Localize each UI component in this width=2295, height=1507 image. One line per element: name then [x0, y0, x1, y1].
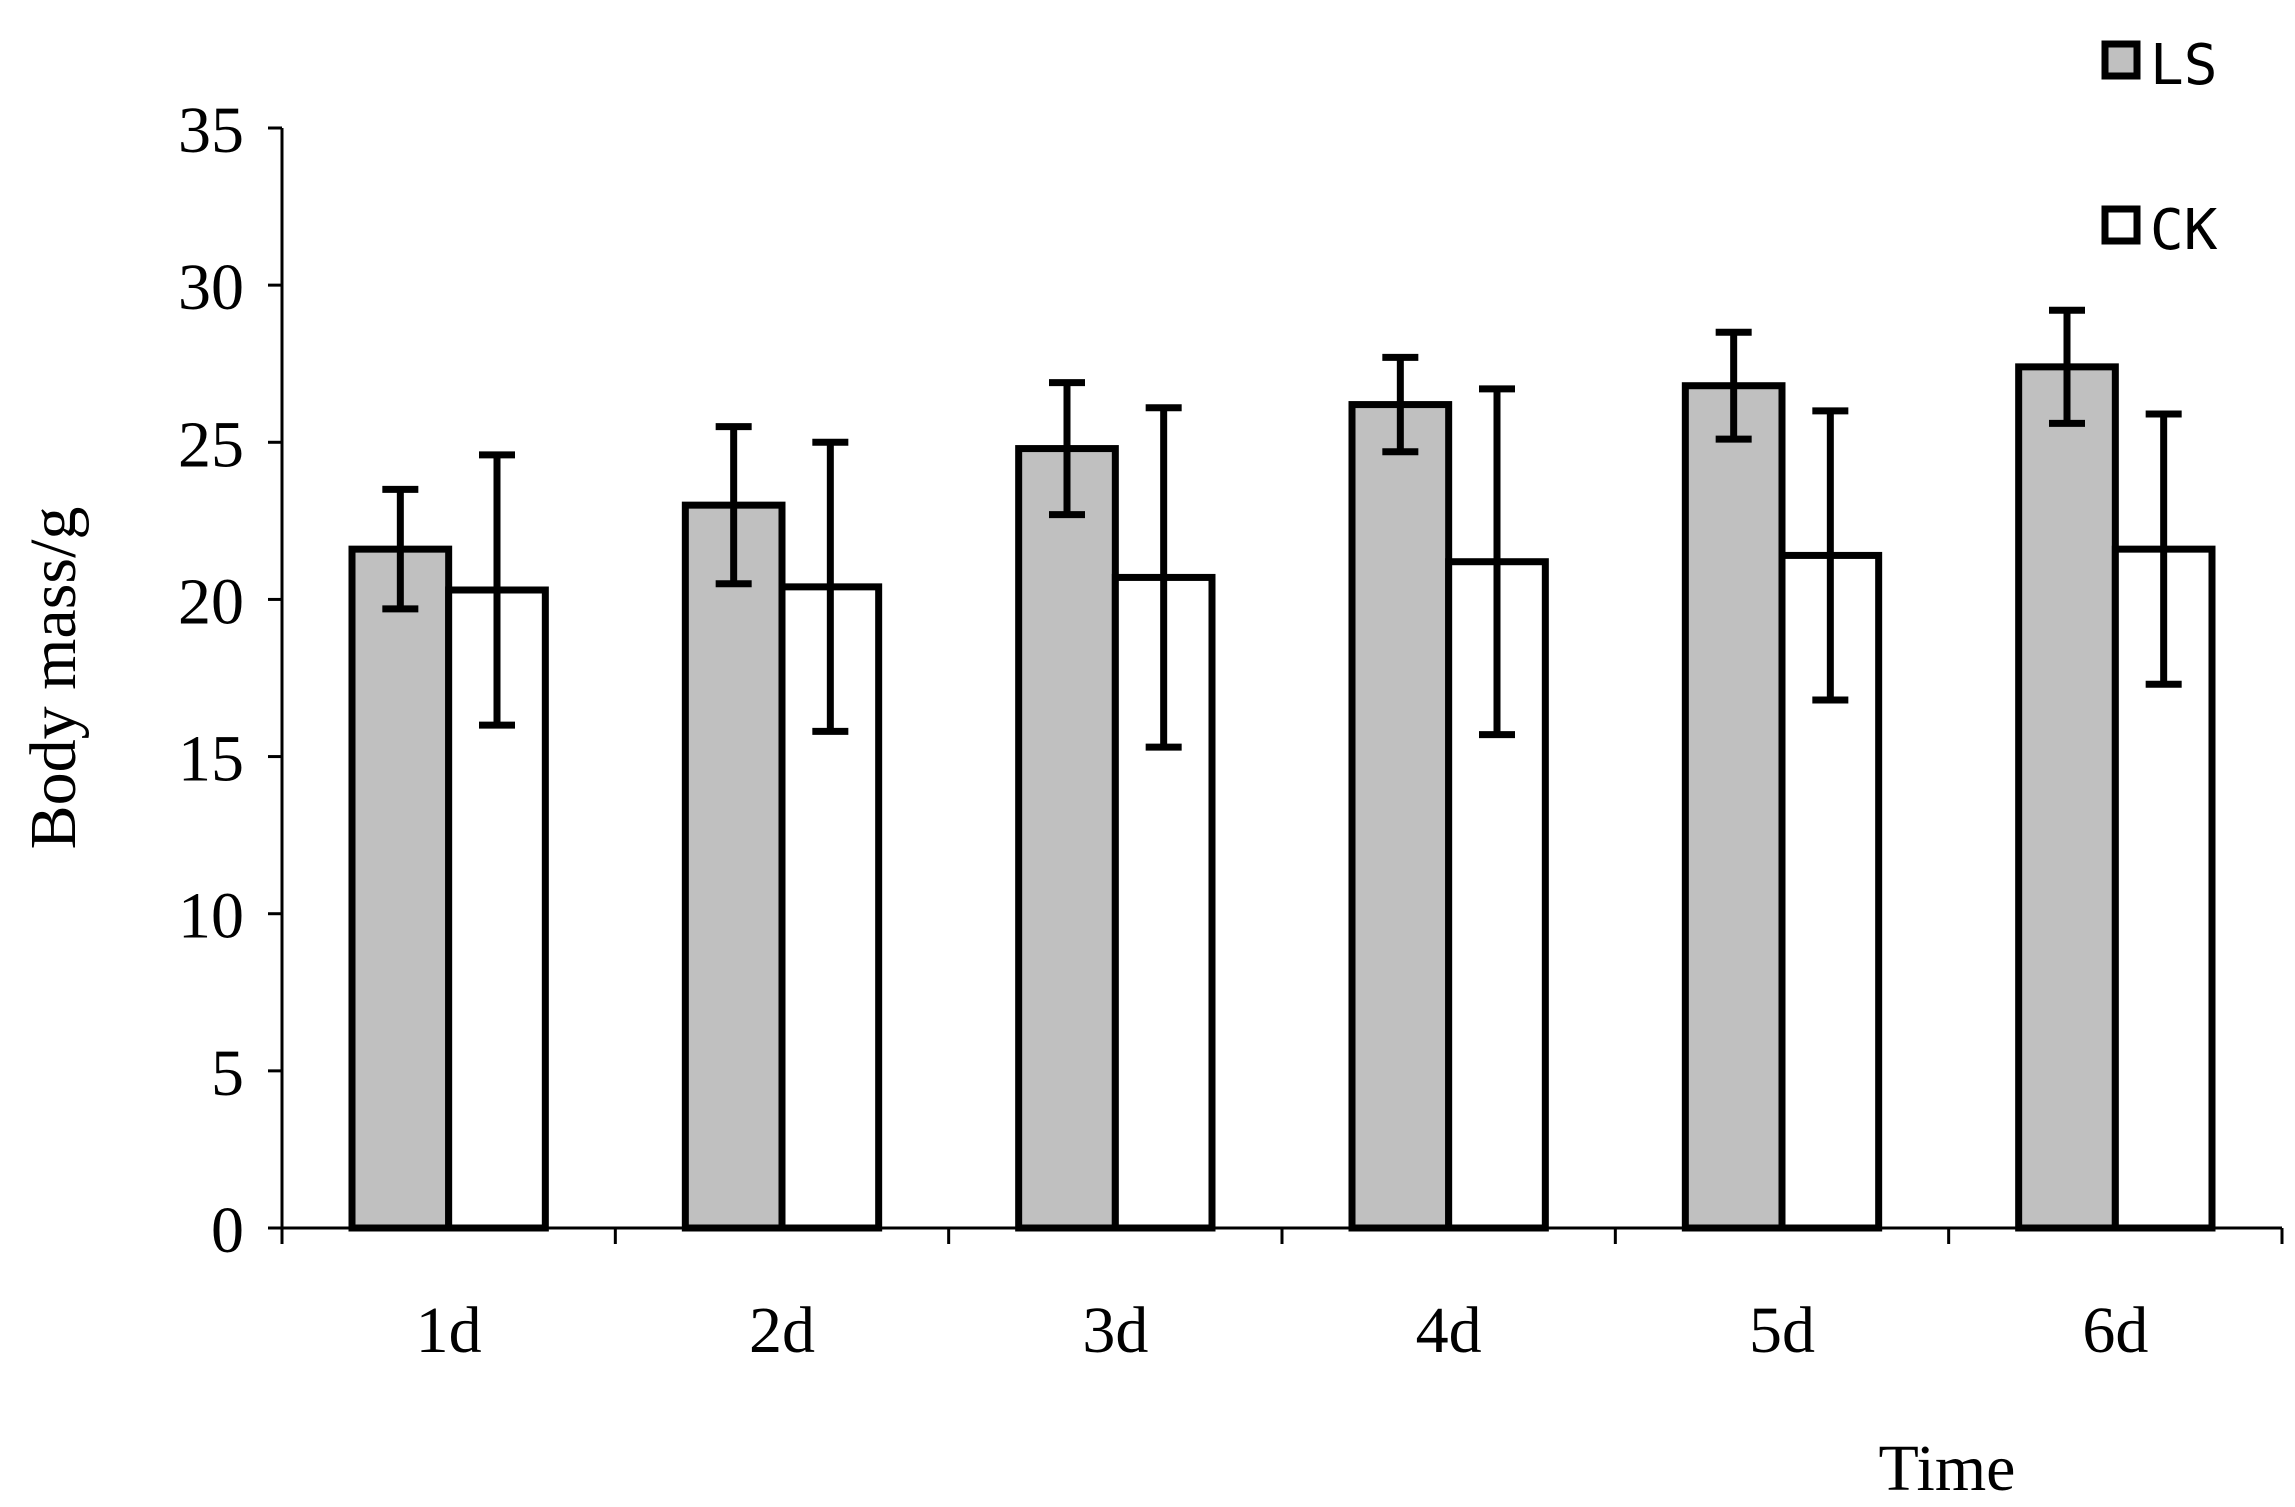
axes-layer — [280, 128, 2282, 1230]
x-tick-label: 2d — [749, 1294, 815, 1367]
x-tick-label: 5d — [1749, 1294, 1815, 1367]
x-tick-label: 1d — [416, 1294, 482, 1367]
bar-ls — [1681, 382, 1786, 1232]
y-tick-label: 0 — [211, 1194, 244, 1267]
y-tick-label: 30 — [178, 251, 244, 324]
y-tick-label: 10 — [178, 880, 244, 953]
y-tick-label: 25 — [178, 408, 244, 481]
x-axis-title: Time — [1879, 1432, 2016, 1505]
y-tick-label: 35 — [178, 94, 244, 167]
bar-ls — [1015, 445, 1119, 1232]
y-tick-label: 15 — [178, 723, 244, 796]
bar-ls — [348, 545, 453, 1232]
bar-ls — [1348, 401, 1453, 1232]
legend: LS CK — [2101, 33, 2218, 263]
legend-label-ls: LS — [2150, 33, 2217, 98]
ticks-layer: 0 5 10 15 20 25 30 35 1d 2d 3d 4d 5d 6d — [178, 94, 2284, 1367]
y-tick-label: 5 — [211, 1037, 244, 1110]
legend-swatch-ck — [2101, 205, 2141, 245]
x-tick-label: 6d — [2082, 1294, 2148, 1367]
legend-label-ck: CK — [2150, 198, 2218, 263]
legend-swatch-ls — [2101, 40, 2141, 80]
bars-layer — [348, 306, 2216, 1232]
bar-ls — [681, 501, 786, 1232]
bar-ls — [2015, 363, 2119, 1232]
y-axis-title: Body mass/g — [17, 507, 90, 850]
y-tick-label: 20 — [178, 565, 244, 638]
x-tick-label: 4d — [1416, 1294, 1482, 1367]
x-tick-label: 3d — [1082, 1294, 1148, 1367]
